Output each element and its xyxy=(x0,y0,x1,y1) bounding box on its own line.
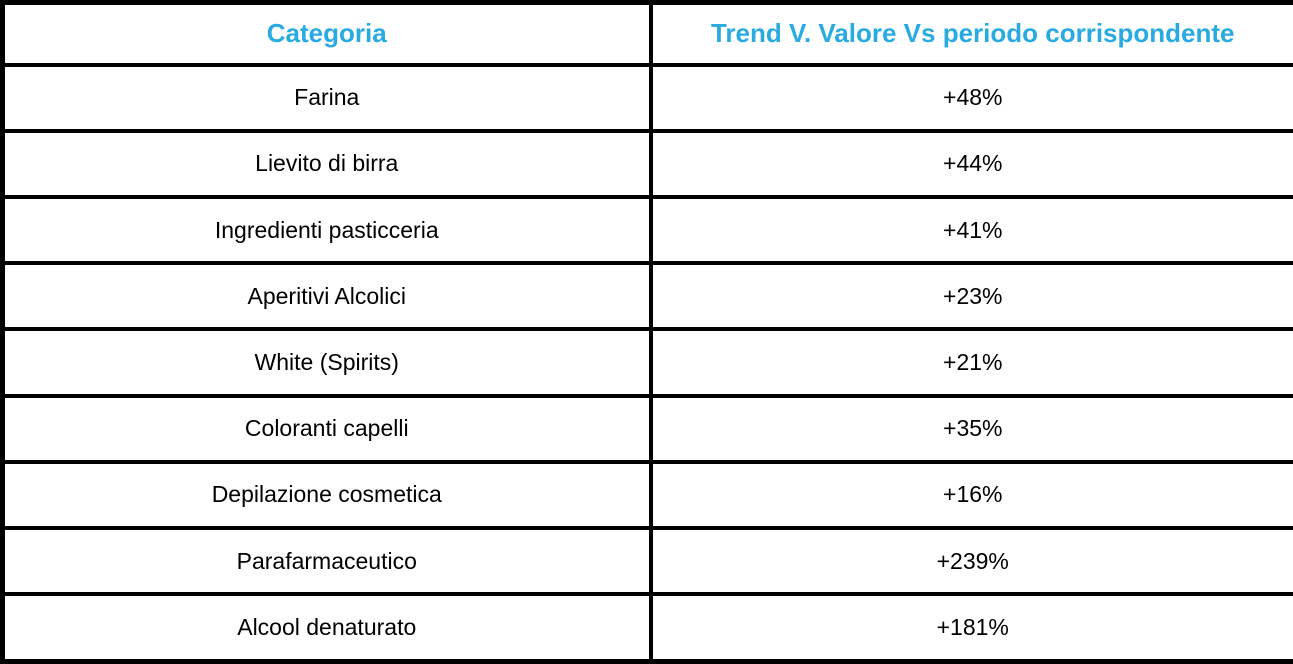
category-cell: Lievito di birra xyxy=(0,128,653,199)
category-cell: Coloranti capelli xyxy=(0,393,653,464)
category-cell: Farina xyxy=(0,62,653,133)
table-row: Coloranti capelli +35% xyxy=(0,393,1293,464)
table-row: Alcool denaturato +181% xyxy=(0,592,1293,664)
category-cell: White (Spirits) xyxy=(0,327,653,398)
category-cell: Alcool denaturato xyxy=(0,592,653,664)
table-row: Aperitivi Alcolici +23% xyxy=(0,261,1293,332)
trend-value-cell: +44% xyxy=(648,128,1293,199)
column-header-categoria: Categoria xyxy=(0,0,653,67)
trend-value-cell: +41% xyxy=(648,194,1293,266)
trend-value-cell: +48% xyxy=(648,62,1293,133)
table-row: Farina +48% xyxy=(0,62,1293,133)
category-cell: Aperitivi Alcolici xyxy=(0,261,653,332)
trend-value-cell: +35% xyxy=(648,393,1293,464)
column-header-trend: Trend V. Valore Vs periodo corrispondent… xyxy=(648,0,1293,67)
category-cell: Depilazione cosmetica xyxy=(0,459,653,530)
table-row: Parafarmaceutico +239% xyxy=(0,525,1293,597)
trend-value-cell: +21% xyxy=(648,327,1293,398)
table-row: Depilazione cosmetica +16% xyxy=(0,459,1293,530)
trend-value-cell: +239% xyxy=(648,525,1293,597)
trend-value-cell: +181% xyxy=(648,592,1293,664)
trend-value-cell: +16% xyxy=(648,459,1293,530)
table-row: White (Spirits) +21% xyxy=(0,327,1293,398)
table-row: Lievito di birra +44% xyxy=(0,128,1293,199)
trend-value-cell: +23% xyxy=(648,261,1293,332)
category-cell: Parafarmaceutico xyxy=(0,525,653,597)
category-cell: Ingredienti pasticceria xyxy=(0,194,653,266)
table-row: Ingredienti pasticceria +41% xyxy=(0,194,1293,266)
header-row: Categoria Trend V. Valore Vs periodo cor… xyxy=(0,0,1293,67)
